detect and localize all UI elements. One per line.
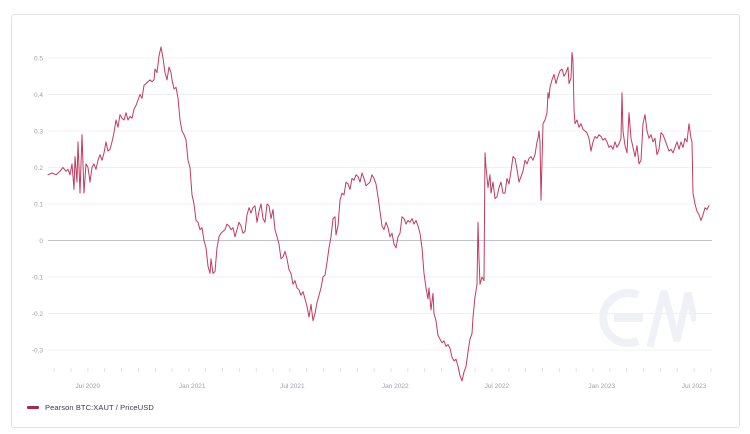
x-tick-label: Jul 2021 [280,383,305,390]
cm-watermark [599,289,696,348]
y-tick-label: 0.3 [34,128,43,135]
y-tick-label: 0.1 [34,201,43,208]
legend[interactable]: Pearson BTC:XAUT / PriceUSD [27,403,154,412]
x-tick-label: Jul 2020 [76,383,101,390]
x-tick-label: Jan 2023 [588,383,615,390]
y-tick-label: 0 [39,238,43,245]
correlation-line [47,46,710,382]
y-tick-label: 0.2 [34,165,43,172]
chart-card [11,14,740,428]
y-tick-label: 0.4 [34,92,43,99]
y-tick-label: -0.2 [32,311,44,318]
y-tick-label: 0.5 [34,55,43,62]
legend-series-label: Pearson BTC:XAUT / PriceUSD [45,403,154,412]
x-tick-label: Jan 2021 [179,383,206,390]
cm-logo-icon [599,289,696,348]
y-tick-label: -0.3 [32,347,44,354]
y-tick-label: -0.1 [32,274,44,281]
x-tick-label: Jul 2022 [485,383,510,390]
x-tick-label: Jul 2023 [682,383,707,390]
legend-line-marker [27,406,39,409]
x-tick-label: Jan 2022 [382,383,409,390]
